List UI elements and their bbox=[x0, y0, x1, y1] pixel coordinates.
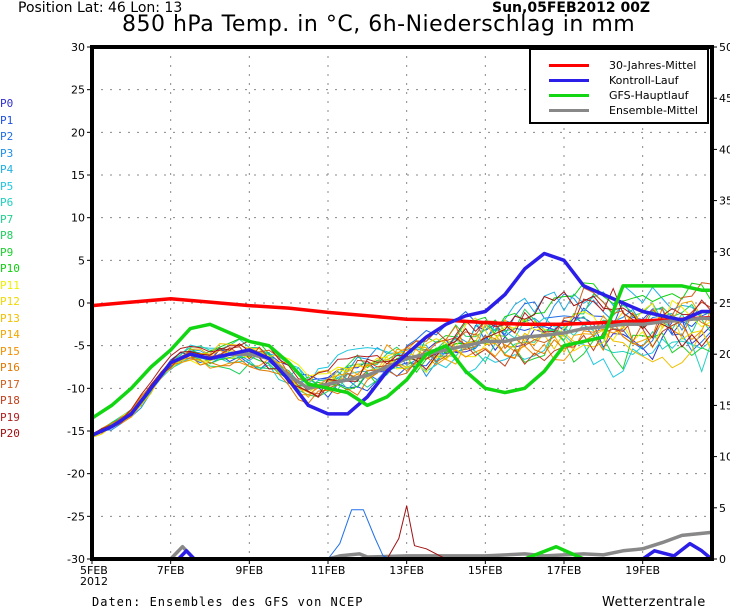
y-right-tick-label: 10 bbox=[719, 451, 730, 464]
y-left-tick-label: 15 bbox=[71, 169, 85, 182]
member-label-p15: P15 bbox=[0, 344, 20, 358]
y-right-tick-label: 45 bbox=[719, 92, 730, 105]
x-tick-label: 19FEB bbox=[625, 564, 660, 577]
x-tick-label: 5FEB bbox=[80, 564, 108, 577]
y-left-tick-label: 20 bbox=[71, 126, 85, 139]
y-left-tick-label: -5 bbox=[74, 340, 85, 353]
brand-label: Wetterzentrale bbox=[602, 595, 706, 610]
member-label-p18: P18 bbox=[0, 394, 20, 407]
legend-entry-30-jahres-mittel: 30-Jahres-Mittel bbox=[549, 58, 696, 72]
legend-entry-gfs-hauptlauf: GFS-Hauptlauf bbox=[549, 88, 689, 102]
member-label-p6: P6 bbox=[0, 196, 14, 209]
legend-entry-ensemble-mittel: Ensemble-Mittel bbox=[549, 103, 698, 117]
member-label-p3: P3 bbox=[0, 146, 14, 160]
member-label-p11: P11 bbox=[0, 278, 20, 292]
y-right-tick-label: 5 bbox=[719, 502, 726, 515]
legend-label: Kontroll-Lauf bbox=[609, 73, 679, 87]
y-right-tick-label: 40 bbox=[719, 143, 730, 156]
x-tick-label: 15FEB bbox=[468, 564, 503, 577]
member-label-p13: P13 bbox=[0, 311, 20, 325]
y-right-tick-label: 25 bbox=[719, 297, 730, 310]
x-tick-label: 13FEB bbox=[389, 564, 424, 577]
legend-swatch bbox=[549, 93, 589, 97]
member-label-p20: P20 bbox=[0, 427, 20, 440]
data-source-label: Daten: Ensembles des GFS von NCEP bbox=[92, 595, 364, 609]
y-left-tick-label: -10 bbox=[67, 382, 85, 395]
x-tick-label: 7FEB bbox=[157, 564, 185, 577]
main-series bbox=[91, 251, 713, 561]
member-label-p0: P0 bbox=[0, 97, 14, 110]
run-date-label: Sun,05FEB2012 00Z bbox=[492, 0, 651, 16]
series-30-jahres-mittel bbox=[91, 296, 712, 327]
ensemble-member-legend: P0 P1 P2 P3 P4 P5 P6 P7 P8 P9 P10 P11 P12 P13 P14 P15 P1… bbox=[0, 96, 40, 443]
member-label-p9: P9 bbox=[0, 245, 14, 259]
legend-label: 30-Jahres-Mittel bbox=[609, 58, 697, 72]
x-tick-label: 9FEB bbox=[235, 564, 263, 577]
y-left-tick-label: 0 bbox=[78, 297, 85, 310]
member-label-p10: P10 bbox=[0, 262, 20, 275]
y-right-tick-label: 15 bbox=[719, 399, 730, 412]
member-line-p19 bbox=[91, 287, 712, 437]
legend-swatch bbox=[549, 78, 589, 82]
y-left-tick-label: -25 bbox=[67, 510, 85, 523]
legend-swatch bbox=[549, 63, 589, 67]
y-left-tick-label: 5 bbox=[78, 254, 85, 267]
legend-entry-kontroll-lauf: Kontroll-Lauf bbox=[549, 73, 679, 87]
x-tick-year-label: 2012 bbox=[80, 575, 108, 588]
member-label-p2: P2 bbox=[0, 130, 14, 143]
y-right-tick-label: 35 bbox=[719, 195, 730, 208]
y-left-tick-label: -30 bbox=[67, 553, 85, 566]
legend-swatch bbox=[549, 108, 589, 112]
chart-title: 850 hPa Temp. in °C, 6h-Niederschlag in … bbox=[122, 12, 636, 37]
member-label-p17: P17 bbox=[0, 377, 20, 391]
member-line-p15 bbox=[91, 308, 712, 434]
y-right-tick-label: 0 bbox=[719, 553, 726, 566]
y-left-tick-label: -15 bbox=[67, 425, 85, 438]
y-left-tick-label: 25 bbox=[71, 84, 85, 97]
series-kontroll-lauf bbox=[91, 251, 712, 437]
tick-labels: 302520151050-5-10-15-20-25-3050454035302… bbox=[67, 41, 730, 588]
member-line-p13 bbox=[91, 323, 712, 434]
member-label-p16: P16 bbox=[0, 361, 20, 374]
member-label-p8: P8 bbox=[0, 229, 14, 242]
member-label-p12: P12 bbox=[0, 295, 20, 308]
y-right-tick-label: 30 bbox=[719, 246, 730, 259]
series-ensemble-mittel-niederschlag bbox=[92, 530, 712, 561]
y-right-tick-label: 20 bbox=[719, 348, 730, 361]
x-tick-label: 17FEB bbox=[547, 564, 582, 577]
position-label: Position Lat: 46 Lon: 13 bbox=[18, 0, 183, 16]
y-left-tick-label: 10 bbox=[71, 212, 85, 225]
chart-legend: 30-Jahres-Mittel Kontroll-Lauf GFS-Hauptla… bbox=[529, 48, 709, 124]
member-label-p1: P1 bbox=[0, 113, 14, 127]
x-tick-label: 11FEB bbox=[311, 564, 346, 577]
legend-label: GFS-Hauptlauf bbox=[609, 88, 689, 102]
member-label-p7: P7 bbox=[0, 212, 14, 226]
member-label-p4: P4 bbox=[0, 163, 14, 176]
member-line-p16 bbox=[91, 306, 712, 438]
member-label-p5: P5 bbox=[0, 179, 14, 193]
y-left-tick-label: -20 bbox=[67, 468, 85, 481]
series-gfs-hauptlauf bbox=[91, 284, 712, 420]
member-label-p14: P14 bbox=[0, 328, 20, 341]
y-right-tick-label: 50 bbox=[719, 41, 730, 54]
legend-label: Ensemble-Mittel bbox=[609, 103, 698, 117]
y-left-tick-label: 30 bbox=[71, 41, 85, 54]
member-line-p17 bbox=[91, 282, 712, 434]
member-label-p19: P19 bbox=[0, 410, 20, 424]
